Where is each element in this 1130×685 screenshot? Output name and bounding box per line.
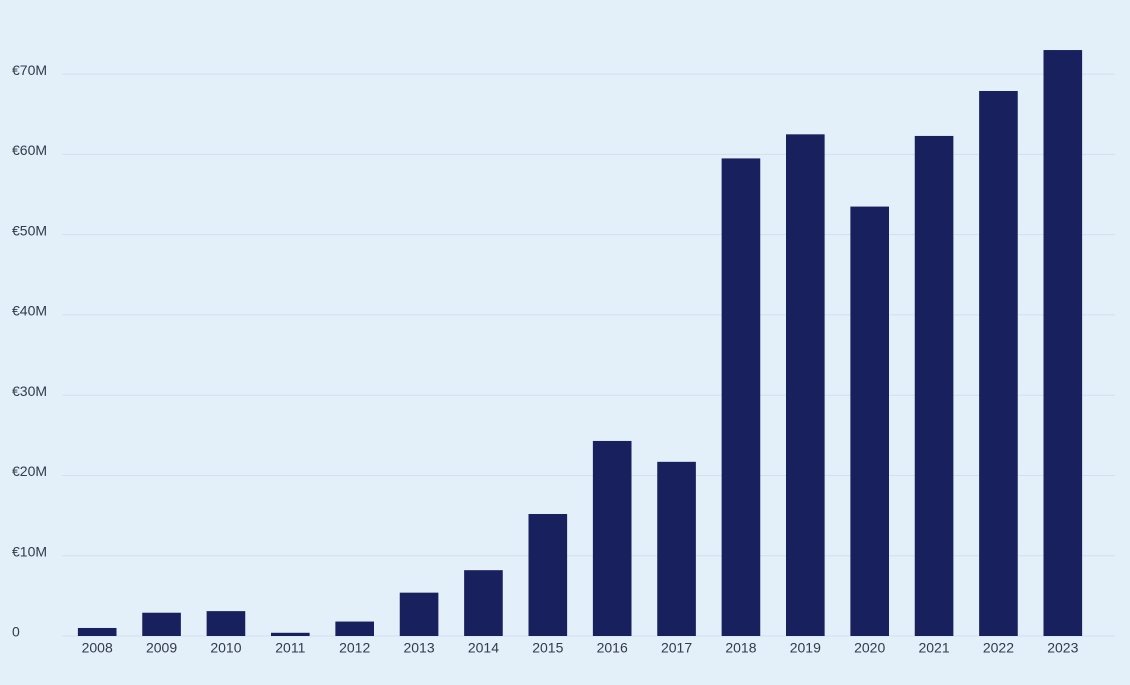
bar	[850, 206, 889, 636]
bar	[464, 570, 503, 636]
bar	[528, 513, 568, 636]
x-tick-label: 2012	[339, 640, 370, 656]
bar	[721, 158, 761, 636]
bar	[77, 627, 117, 636]
x-tick-label: 2023	[1047, 640, 1078, 656]
x-tick-label: 2008	[82, 640, 113, 656]
x-tick-label: 2009	[146, 640, 177, 656]
bar	[399, 592, 439, 636]
y-tick-label: 0	[12, 624, 20, 640]
bar	[1043, 50, 1083, 636]
bar	[914, 135, 954, 636]
y-tick-label: €10M	[12, 543, 47, 559]
bar	[592, 440, 632, 636]
x-tick-label: 2021	[918, 640, 949, 656]
x-tick-label: 2019	[790, 640, 821, 656]
x-tick-label: 2018	[725, 640, 756, 656]
bar	[142, 612, 181, 636]
y-tick-label: €60M	[12, 142, 47, 158]
x-tick-label: 2017	[661, 640, 692, 656]
x-tick-label: 2014	[468, 640, 499, 656]
y-tick-label: €30M	[12, 383, 47, 399]
bar	[657, 461, 696, 636]
y-tick-label: €70M	[12, 62, 47, 78]
y-tick-label: €20M	[12, 463, 47, 479]
bar	[271, 632, 310, 636]
bar	[206, 611, 246, 636]
bar	[786, 134, 825, 637]
bar	[979, 90, 1018, 637]
x-tick-label: 2010	[210, 640, 241, 656]
x-tick-label: 2013	[403, 640, 434, 656]
y-tick-label: €50M	[12, 222, 47, 238]
y-tick-label: €40M	[12, 303, 47, 319]
x-tick-label: 2015	[532, 640, 563, 656]
x-tick-label: 2022	[983, 640, 1014, 656]
x-tick-label: 2020	[854, 640, 885, 656]
x-tick-label: 2016	[597, 640, 628, 656]
x-tick-label: 2011	[275, 640, 305, 656]
bar	[335, 621, 374, 636]
